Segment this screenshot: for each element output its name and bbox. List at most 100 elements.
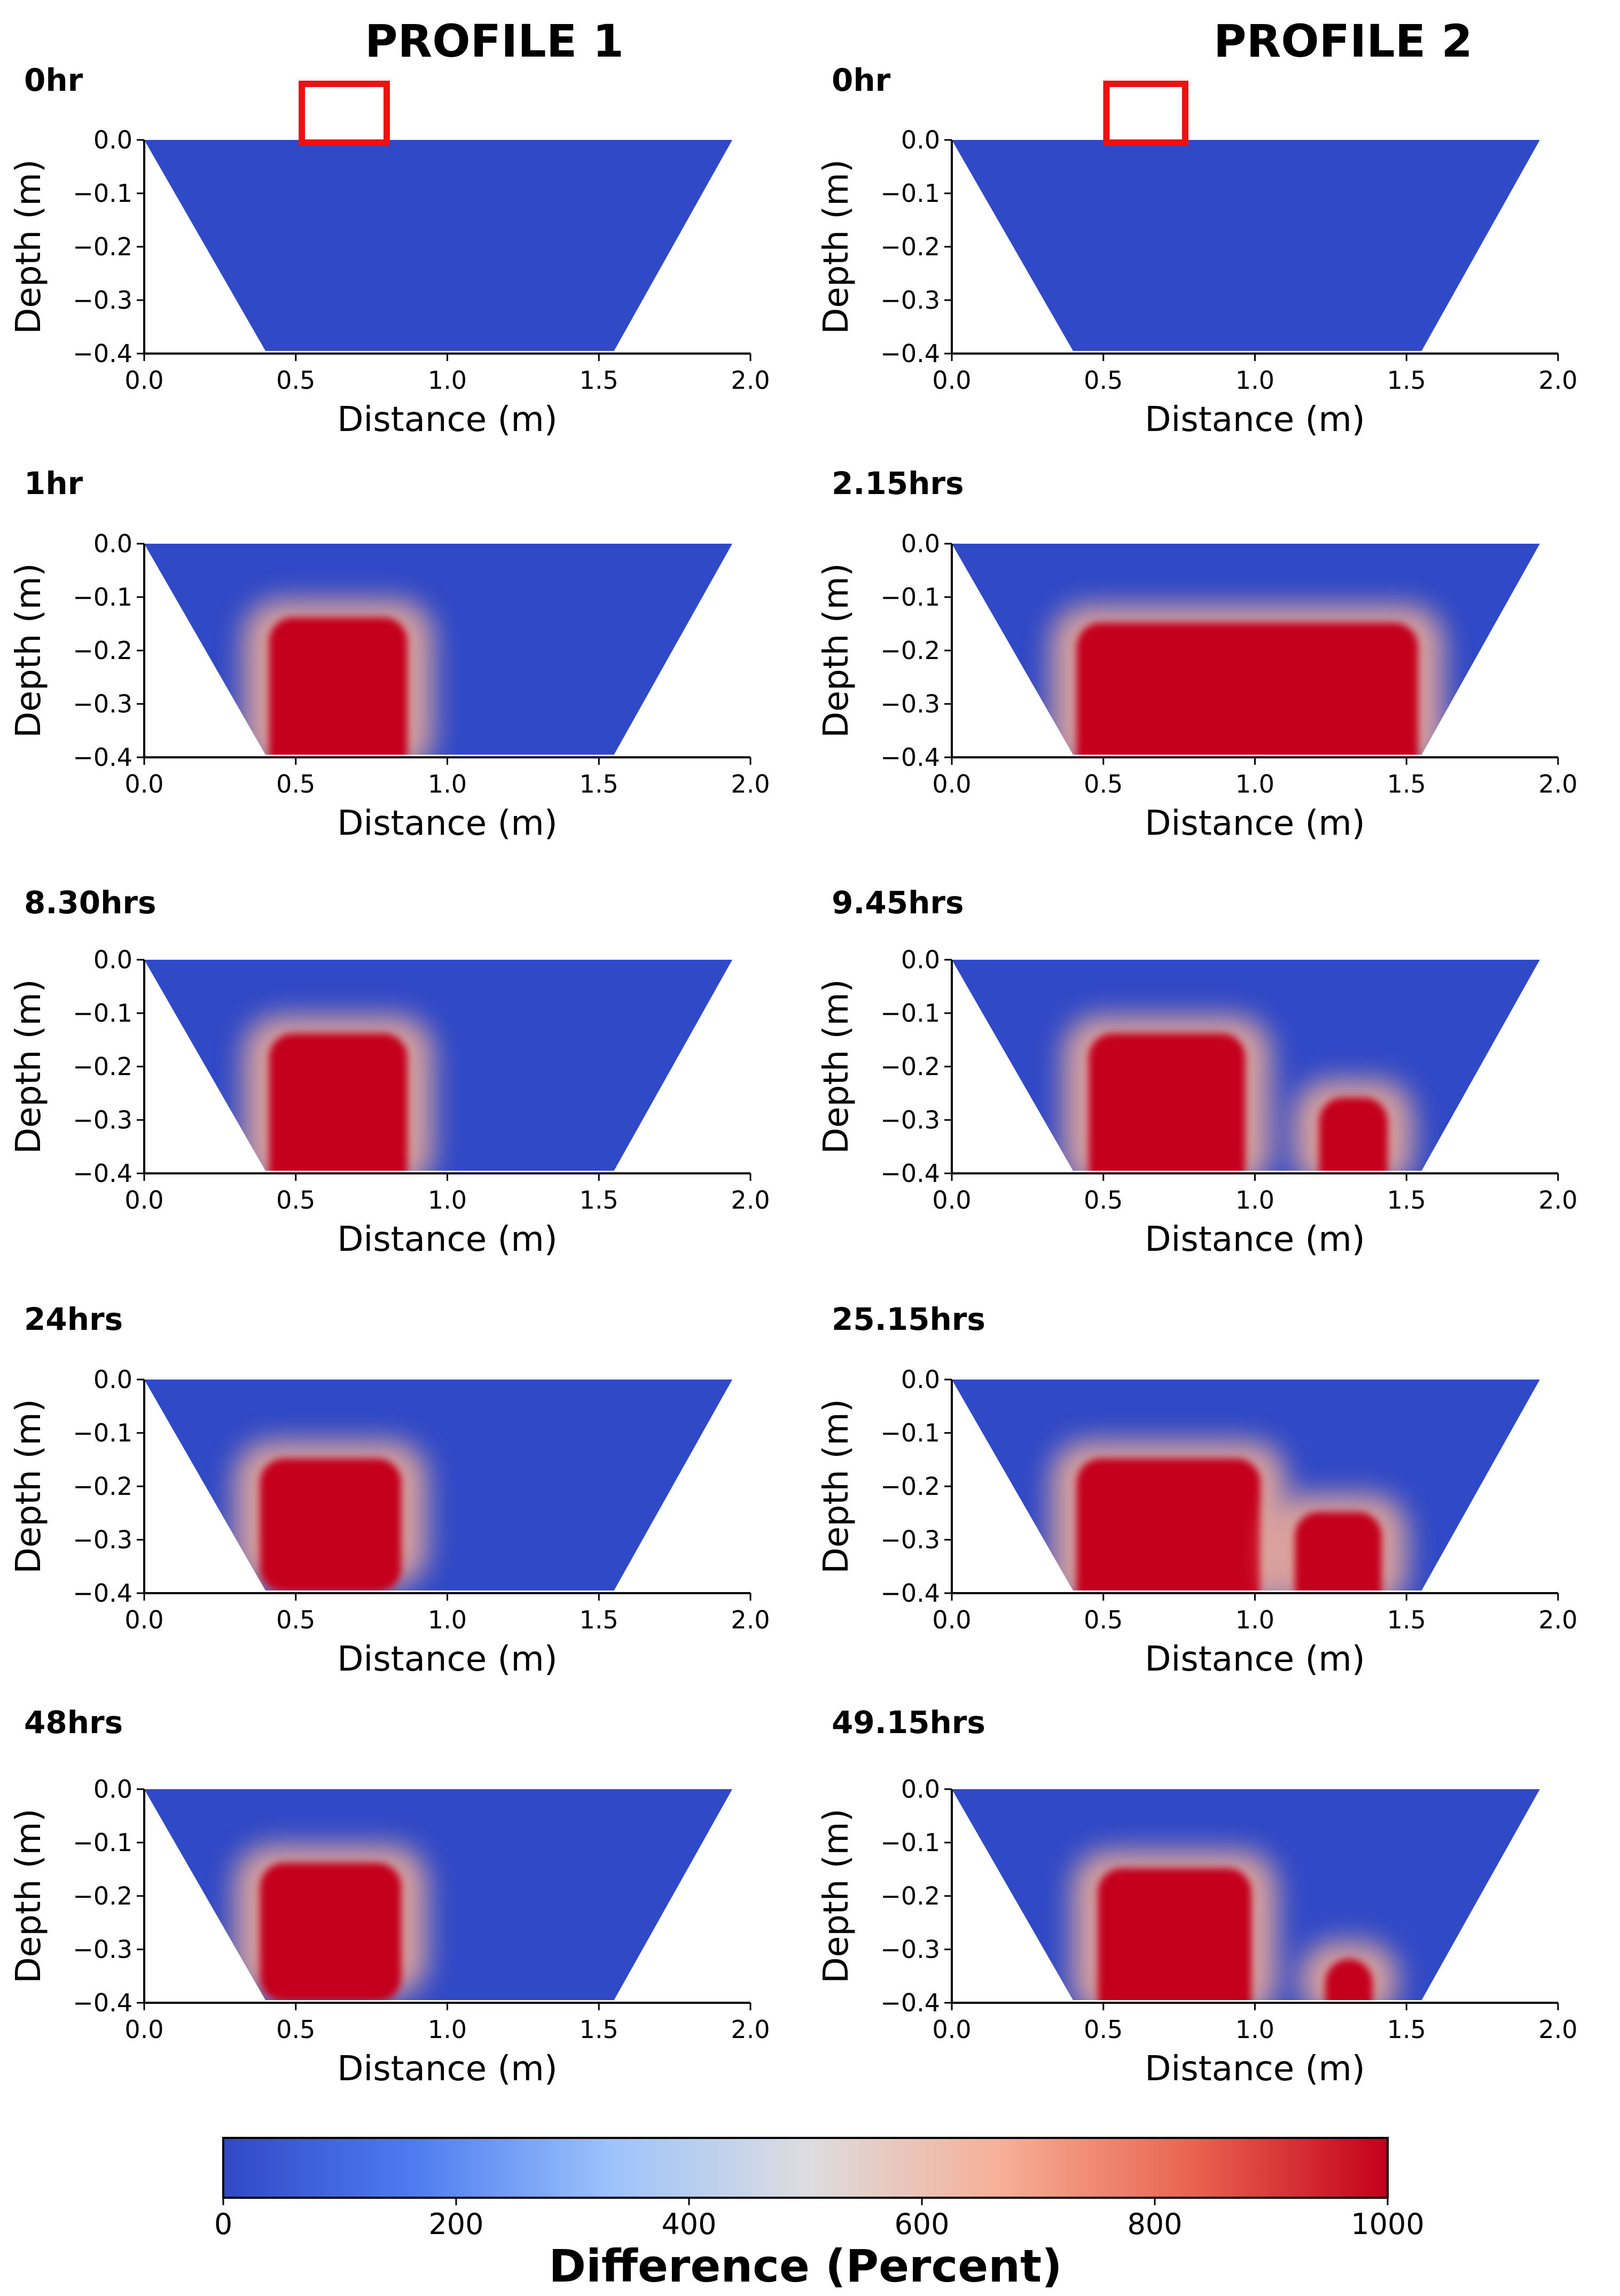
y-tick-label: −0.1 [880, 1419, 940, 1447]
x-axis-label: Distance (m) [337, 1640, 557, 1679]
y-tick-label: −0.4 [73, 1988, 132, 2017]
colorbar: 0 200 400 600 800 1000 Difference (Percent) [214, 2137, 1425, 2292]
anomaly-layer [1051, 1441, 1407, 1590]
panel-title: 49.15hrs [832, 1704, 985, 1741]
y-tick-label: 0.0 [901, 126, 940, 154]
x-tick-label: 1.5 [1387, 2015, 1426, 2044]
y-tick-label: −0.3 [73, 1935, 132, 1964]
x-tick-label: 1.0 [428, 2015, 467, 2044]
colorbar-tick-label: 600 [894, 2207, 949, 2241]
anomaly-core [269, 1033, 408, 1171]
panel-title: 25.15hrs [832, 1301, 985, 1337]
x-tick-label: 0.0 [932, 2015, 971, 2044]
y-tick-label: 0.0 [93, 945, 132, 974]
data-domain [144, 960, 732, 1171]
x-axis-label: Distance (m) [337, 400, 557, 440]
anomaly-core [1089, 1033, 1246, 1171]
x-tick-label: 0.0 [932, 1605, 971, 1634]
panel-title: 48hrs [24, 1704, 123, 1741]
x-tick-label: 0.5 [1084, 1605, 1123, 1634]
x-tick-label: 1.5 [580, 1605, 619, 1634]
y-tick-label: −0.4 [73, 1579, 132, 1608]
data-domain [144, 1380, 732, 1590]
y-tick-label: −0.3 [73, 689, 132, 718]
x-tick-label: 0.5 [276, 366, 315, 395]
x-tick-label: 1.0 [428, 1186, 467, 1214]
x-tick-label: 1.0 [1235, 770, 1274, 798]
x-tick-label: 1.5 [1387, 770, 1426, 798]
anomaly-core [260, 1459, 402, 1590]
anomaly-core [260, 1863, 402, 2000]
profile-1-header: PROFILE 1 [365, 15, 624, 67]
colorbar-label: Difference (Percent) [549, 2240, 1062, 2292]
x-axis-label: Distance (m) [1145, 2049, 1365, 2089]
x-tick-label: 1.5 [1387, 1605, 1426, 1634]
x-tick-label: 2.0 [1538, 1605, 1577, 1634]
y-tick-label: −0.3 [73, 1525, 132, 1554]
x-tick-label: 0.0 [124, 1605, 163, 1634]
x-tick-label: 0.0 [124, 366, 163, 395]
x-tick-label: 1.0 [1235, 366, 1274, 395]
y-tick-label: −0.2 [880, 232, 940, 261]
data-domain [952, 140, 1540, 351]
y-tick-label: −0.1 [880, 179, 940, 208]
colorbar-tick-label: 800 [1127, 2207, 1182, 2241]
y-axis-label: Depth (m) [9, 563, 49, 738]
x-tick-label: 1.0 [428, 770, 467, 798]
x-tick-label: 1.0 [428, 1605, 467, 1634]
x-tick-label: 1.5 [580, 366, 619, 395]
panel-title: 0hr [24, 62, 83, 98]
y-tick-label: −0.2 [880, 1052, 940, 1081]
colorbar-tick-label: 400 [661, 2207, 716, 2241]
y-tick-label: −0.3 [73, 286, 132, 315]
x-tick-label: 1.5 [1387, 366, 1426, 395]
y-axis-label: Depth (m) [817, 979, 856, 1154]
y-tick-label: −0.4 [880, 1579, 940, 1608]
y-tick-label: 0.0 [901, 529, 940, 558]
data-domain [144, 544, 732, 755]
y-tick-label: −0.2 [73, 1882, 132, 1910]
x-tick-label: 0.0 [124, 1186, 163, 1214]
panel-title: 1hr [24, 465, 83, 501]
y-tick-label: −0.4 [880, 339, 940, 368]
x-tick-label: 2.0 [1538, 366, 1577, 395]
marker-box [1103, 81, 1188, 146]
y-tick-label: −0.2 [880, 636, 940, 665]
x-tick-label: 1.5 [580, 2015, 619, 2044]
panel-title: 9.45hrs [832, 884, 964, 921]
anomaly-core [1076, 1459, 1261, 1590]
x-tick-label: 0.5 [276, 1605, 315, 1634]
x-axis-label: Distance (m) [1145, 1220, 1365, 1259]
y-axis-label: Depth (m) [817, 1808, 856, 1984]
y-tick-label: −0.2 [73, 1472, 132, 1501]
y-tick-label: −0.2 [73, 1052, 132, 1081]
y-axis-label: Depth (m) [817, 1399, 856, 1574]
x-tick-label: 0.0 [932, 366, 971, 395]
anomaly-core [1098, 1868, 1251, 2000]
x-tick-label: 1.0 [1235, 2015, 1274, 2044]
y-tick-label: −0.2 [880, 1472, 940, 1501]
x-tick-label: 0.5 [276, 770, 315, 798]
y-axis-label: Depth (m) [817, 159, 856, 334]
y-tick-label: −0.3 [880, 1106, 940, 1134]
x-tick-label: 2.0 [731, 366, 770, 395]
x-axis-label: Distance (m) [337, 804, 557, 843]
anomaly-layer [243, 600, 433, 755]
panel-title: 8.30hrs [24, 884, 156, 921]
y-tick-label: −0.3 [880, 689, 940, 718]
y-tick-label: −0.3 [880, 286, 940, 315]
y-tick-label: −0.2 [73, 232, 132, 261]
x-tick-label: 2.0 [731, 2015, 770, 2044]
x-tick-label: 2.0 [731, 1186, 770, 1214]
y-tick-label: −0.1 [880, 999, 940, 1028]
colorbar-tick-label: 0 [214, 2207, 232, 2241]
anomaly-core [1319, 1098, 1388, 1171]
x-tick-label: 0.0 [932, 1186, 971, 1214]
x-tick-label: 0.5 [1084, 366, 1123, 395]
y-tick-label: −0.4 [73, 743, 132, 772]
anomaly-core [1325, 1959, 1373, 2000]
y-tick-label: 0.0 [901, 1775, 940, 1804]
